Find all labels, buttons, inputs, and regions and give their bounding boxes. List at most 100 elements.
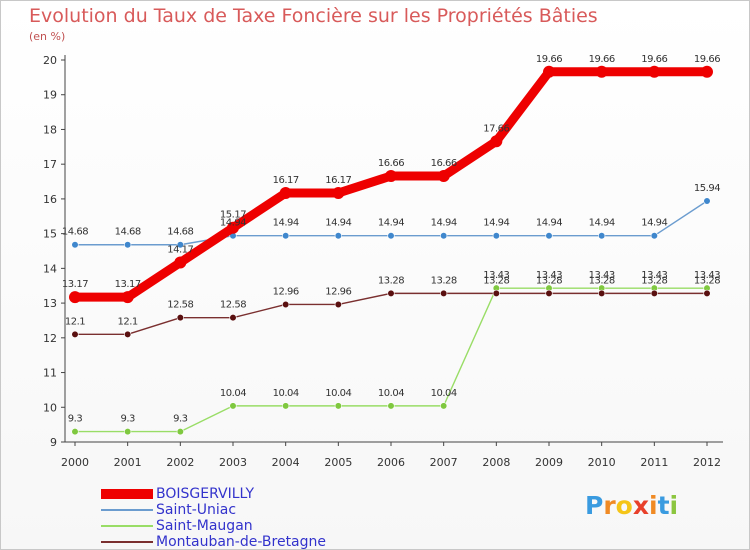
chart-title: Evolution du Taux de Taxe Foncière sur l… bbox=[29, 5, 598, 27]
y-tick-label: 16 bbox=[43, 193, 57, 206]
x-tick-label: 2008 bbox=[482, 456, 510, 469]
y-tick-label: 12 bbox=[43, 332, 57, 345]
data-label: 13.28 bbox=[431, 275, 457, 286]
data-label: 19.66 bbox=[589, 54, 615, 65]
logo-letter: P bbox=[585, 491, 604, 520]
data-label: 13.43 bbox=[483, 270, 509, 281]
data-point bbox=[176, 427, 184, 436]
y-tick-label: 19 bbox=[43, 89, 57, 102]
x-tick-label: 2010 bbox=[588, 456, 616, 469]
proxiti-logo: Proxiti bbox=[585, 491, 678, 520]
data-label: 12.96 bbox=[273, 286, 299, 297]
data-label: 19.66 bbox=[641, 54, 667, 65]
data-label: 10.04 bbox=[325, 388, 351, 399]
data-label: 14.68 bbox=[115, 227, 141, 238]
data-label: 13.28 bbox=[589, 275, 615, 286]
data-point bbox=[387, 402, 395, 410]
data-label: 14.94 bbox=[483, 218, 509, 229]
y-tick-label: 14 bbox=[43, 262, 57, 275]
y-tick-label: 15 bbox=[43, 228, 57, 241]
data-label: 10.04 bbox=[378, 388, 404, 399]
data-point bbox=[598, 232, 606, 240]
data-label: 9.3 bbox=[120, 414, 135, 425]
data-point bbox=[650, 232, 658, 240]
x-tick-label: 2002 bbox=[166, 456, 194, 469]
legend-swatch bbox=[101, 489, 153, 499]
data-label: 13.17 bbox=[115, 279, 141, 290]
logo-letter: o bbox=[615, 491, 633, 520]
x-tick-label: 2005 bbox=[324, 456, 352, 469]
legend-swatch bbox=[101, 541, 153, 543]
data-point bbox=[440, 289, 448, 297]
data-label: 14.68 bbox=[167, 227, 193, 238]
data-point bbox=[648, 65, 661, 78]
data-label: 16.17 bbox=[325, 175, 351, 186]
legend-item: BOISGERVILLY bbox=[101, 486, 401, 502]
data-label: 14.94 bbox=[641, 218, 667, 229]
x-tick-label: 2003 bbox=[219, 456, 247, 469]
y-tick-label: 20 bbox=[43, 54, 57, 67]
data-point bbox=[595, 65, 608, 78]
data-point bbox=[334, 402, 342, 410]
y-tick-label: 13 bbox=[43, 297, 57, 310]
data-label: 16.66 bbox=[378, 158, 404, 169]
data-point bbox=[387, 232, 395, 240]
data-point bbox=[121, 291, 134, 304]
data-point bbox=[71, 427, 79, 436]
legend-label: Montauban-de-Bretagne bbox=[156, 534, 327, 550]
data-point bbox=[387, 289, 395, 297]
data-label: 12.58 bbox=[220, 300, 246, 311]
data-point bbox=[334, 232, 342, 240]
y-tick-label: 10 bbox=[43, 401, 57, 414]
data-label: 13.17 bbox=[62, 279, 88, 290]
data-point bbox=[543, 65, 555, 78]
data-label: 19.66 bbox=[536, 54, 562, 65]
data-label: 9.3 bbox=[68, 414, 83, 425]
x-tick-label: 2000 bbox=[61, 456, 89, 469]
data-label: 14.94 bbox=[273, 218, 299, 229]
logo-letter: r bbox=[603, 491, 616, 520]
data-label: 16.66 bbox=[431, 158, 457, 169]
data-point bbox=[124, 241, 132, 249]
data-point bbox=[598, 289, 606, 297]
data-point bbox=[69, 291, 81, 304]
data-point bbox=[282, 402, 290, 410]
data-point bbox=[282, 300, 290, 309]
data-label: 14.94 bbox=[536, 218, 562, 229]
data-point bbox=[703, 197, 711, 205]
data-label: 13.43 bbox=[536, 270, 562, 281]
x-tick-label: 2011 bbox=[640, 456, 668, 469]
data-label: 14.94 bbox=[589, 218, 615, 229]
y-tick-label: 18 bbox=[43, 123, 57, 136]
chart-legend: BOISGERVILLY Saint-Uniac Saint-Maugan Monta… bbox=[101, 486, 401, 550]
logo-letter: i bbox=[649, 491, 658, 520]
data-point bbox=[229, 402, 237, 410]
logo-letter: t bbox=[657, 491, 670, 520]
data-point bbox=[545, 232, 553, 240]
data-label: 10.04 bbox=[220, 388, 246, 399]
legend-item: Saint-Maugan bbox=[101, 518, 401, 534]
data-point bbox=[334, 300, 342, 309]
data-point bbox=[545, 289, 553, 297]
data-label: 15.17 bbox=[220, 210, 246, 221]
x-tick-label: 2001 bbox=[114, 456, 142, 469]
x-tick-label: 2009 bbox=[535, 456, 563, 469]
data-point bbox=[492, 232, 500, 240]
data-point bbox=[71, 330, 79, 338]
data-label: 16.17 bbox=[273, 175, 299, 186]
data-point bbox=[490, 135, 503, 148]
series-boisgervilly bbox=[69, 65, 713, 304]
data-point bbox=[650, 289, 658, 297]
y-tick-label: 9 bbox=[50, 436, 57, 449]
legend-label: Saint-Maugan bbox=[156, 518, 253, 534]
data-point bbox=[437, 169, 450, 182]
data-label: 17.66 bbox=[483, 123, 509, 134]
data-point bbox=[701, 65, 713, 78]
data-point bbox=[440, 402, 448, 410]
data-label: 13.28 bbox=[536, 275, 562, 286]
y-tick-label: 17 bbox=[43, 158, 57, 171]
data-label: 12.58 bbox=[167, 300, 193, 311]
legend-label: BOISGERVILLY bbox=[156, 486, 255, 502]
